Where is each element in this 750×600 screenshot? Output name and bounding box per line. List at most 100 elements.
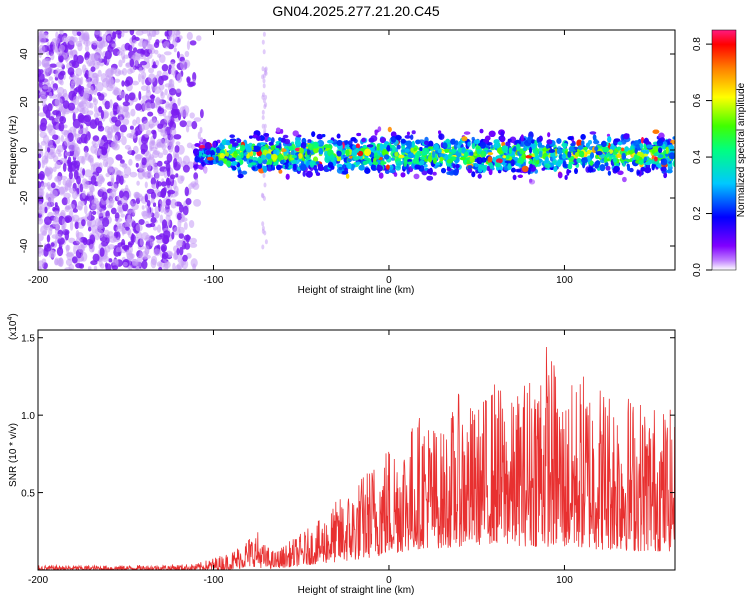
heatmap-cell: [550, 151, 556, 158]
heatmap-cell: [72, 74, 76, 84]
heatmap-cell: [613, 138, 621, 142]
heatmap-cell: [107, 126, 114, 136]
heatmap-cell: [455, 140, 459, 146]
heatmap-cell: [275, 145, 281, 149]
heatmap-cell: [496, 158, 503, 164]
heatmap-cell: [357, 150, 364, 157]
heatmap-cell: [461, 136, 468, 142]
heatmap-cell: [177, 97, 181, 106]
heatmap-cell: [542, 148, 549, 152]
heatmap-cell: [477, 173, 482, 179]
heatmap-cell: [47, 103, 53, 112]
heatmap-cell: [394, 151, 399, 157]
heatmap-cell: [121, 136, 127, 146]
heatmap-cell: [44, 57, 51, 64]
heatmap-cell: [414, 164, 421, 170]
heatmap-cell: [163, 207, 167, 215]
heatmap-cell: [102, 217, 110, 228]
heatmap-cell: [65, 216, 70, 223]
heatmap-cell: [612, 157, 617, 163]
heatmap-cell: [45, 109, 51, 119]
heatmap-cell: [117, 70, 125, 75]
heatmap-cell: [663, 172, 667, 179]
heatmap-cell: [72, 118, 81, 129]
heatmap-cell: [521, 153, 526, 160]
snr-scale-suffix: ): [8, 313, 19, 316]
heatmap-cell: [439, 156, 444, 162]
heatmap-cell: [164, 88, 168, 96]
heatmap-cell: [672, 159, 675, 168]
heatmap-cell: [624, 146, 629, 152]
heatmap-cell: [87, 266, 92, 270]
heatmap-cell: [106, 157, 114, 166]
heatmap-cell: [501, 145, 509, 153]
heatmap-cell: [305, 155, 310, 161]
x-tick-label: -100: [203, 275, 223, 286]
heatmap-cell: [135, 266, 139, 270]
heatmap-cell: [135, 61, 139, 67]
heatmap-cell: [378, 172, 384, 179]
heatmap-cell: [118, 59, 123, 68]
heatmap-cell: [57, 152, 62, 157]
heatmap-cell: [88, 53, 97, 63]
heatmap-cell: [243, 157, 248, 162]
heatmap-cell: [193, 117, 202, 122]
heatmap-cell: [125, 226, 130, 231]
heatmap-cell: [505, 141, 511, 147]
heatmap-cell: [75, 73, 79, 79]
heatmap-cell: [381, 149, 389, 156]
colorbar-tick-label: 0.8: [692, 37, 703, 51]
heatmap-cell: [446, 159, 454, 164]
heatmap-cell: [50, 182, 56, 189]
heatmap-cell: [323, 144, 331, 149]
heatmap-cell: [117, 50, 123, 56]
heatmap-cell: [564, 175, 568, 180]
heatmap-cell: [638, 160, 643, 165]
heatmap-cell: [594, 146, 599, 152]
heatmap-cell: [656, 163, 662, 168]
heatmap-cell: [581, 157, 588, 164]
heatmap-cell: [400, 172, 406, 178]
heatmap-cell: [487, 156, 493, 164]
heatmap-cell: [599, 164, 606, 172]
heatmap-cell: [265, 153, 272, 160]
heatmap-cell: [92, 97, 97, 103]
heatmap-cell: [435, 162, 441, 166]
heatmap-cell: [144, 181, 148, 189]
heatmap-cell: [263, 123, 267, 129]
heatmap-cell: [183, 221, 188, 230]
heatmap-cell: [200, 109, 204, 119]
heatmap-cell: [80, 251, 88, 262]
heatmap-cell: [140, 143, 148, 153]
heatmap-cell: [661, 166, 667, 172]
heatmap-cell: [438, 133, 445, 140]
heatmap-cell: [44, 216, 52, 226]
heatmap-cell: [46, 139, 53, 149]
heatmap-cell: [118, 91, 127, 99]
heatmap-cell: [156, 239, 163, 244]
heatmap-cell: [231, 166, 237, 171]
heatmap-cell: [169, 174, 176, 180]
heatmap-cell: [149, 222, 156, 228]
heatmap-cell: [49, 226, 53, 231]
heatmap-cell: [290, 149, 295, 157]
heatmap-cell: [538, 135, 543, 142]
heatmap-cell: [148, 47, 156, 55]
heatmap-cell: [38, 59, 42, 67]
heatmap-cell: [622, 176, 627, 183]
heatmap-cell: [38, 201, 44, 211]
heatmap-cell: [129, 200, 133, 206]
heatmap-cell: [59, 30, 64, 36]
heatmap-cell: [138, 219, 145, 225]
heatmap-cell: [525, 155, 533, 159]
heatmap-cell: [478, 164, 486, 169]
heatmap-cell: [512, 174, 517, 181]
heatmap-cell: [88, 243, 95, 253]
heatmap-cell: [58, 186, 67, 194]
heatmap-cell: [513, 157, 519, 162]
heatmap-cell: [495, 162, 501, 168]
heatmap-cell: [315, 172, 321, 176]
heatmap-cell: [262, 83, 266, 89]
heatmap-cell: [110, 207, 117, 215]
heatmap-cell: [366, 144, 374, 148]
